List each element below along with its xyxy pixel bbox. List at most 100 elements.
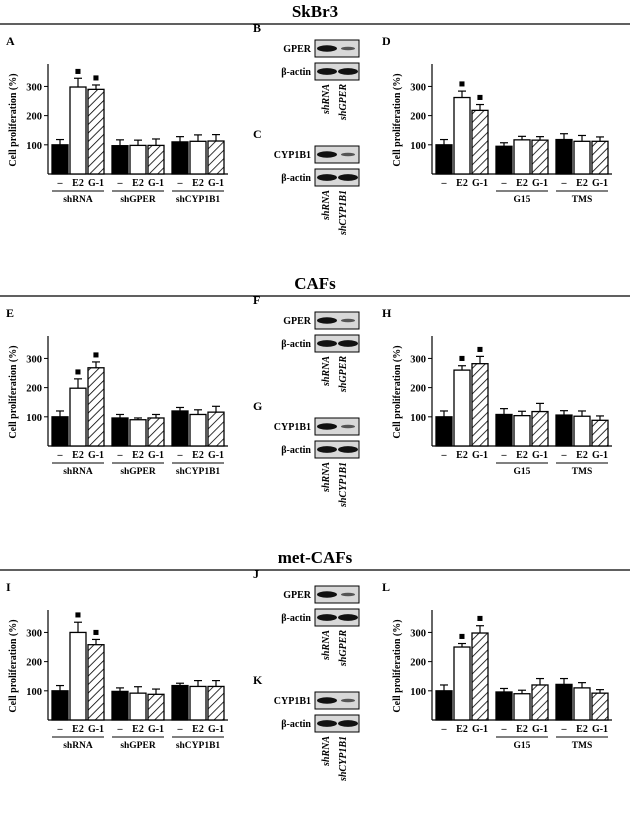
chart-E: 100 200 300 Cell proliferation (%) – ■ E2 ■ G-1 s… [8, 336, 228, 477]
blot-band [338, 446, 358, 453]
bar [189, 413, 207, 447]
category-label: – [441, 724, 448, 735]
bar [111, 145, 129, 175]
blot-protein-label: CYP1B1 [274, 422, 311, 433]
blot-band [338, 614, 358, 621]
blot-band [338, 720, 358, 727]
section-title: CAFs [294, 274, 336, 293]
y-tick-label: 300 [410, 82, 426, 93]
category-label: G-1 [592, 724, 608, 735]
category-label: G-1 [148, 178, 164, 189]
lane-label: shRNA [321, 630, 332, 661]
blot-band [317, 68, 337, 75]
category-label: G-1 [532, 724, 548, 735]
bar [435, 690, 453, 721]
blot-band [338, 174, 358, 181]
y-tick-label: 100 [410, 687, 426, 698]
group-label: shCYP1B1 [176, 467, 221, 477]
category-label: – [561, 724, 568, 735]
y-tick-label: 200 [410, 384, 426, 395]
section-title: met-CAFs [278, 548, 353, 567]
bar [435, 144, 453, 175]
group-label: shCYP1B1 [176, 741, 221, 751]
category-label: G-1 [148, 724, 164, 735]
category-label: E2 [456, 724, 468, 735]
bar [495, 691, 513, 721]
category-label: E2 [456, 178, 468, 189]
lane-label: shCYP1B1 [338, 736, 349, 782]
blot-band [341, 318, 355, 323]
lane-label: shGPER [338, 84, 349, 121]
panel-letter: A [6, 34, 15, 48]
y-tick-label: 300 [26, 354, 42, 365]
bar [69, 86, 87, 175]
blot-band [317, 720, 337, 727]
y-axis-label: Cell proliferation (%) [8, 345, 19, 438]
y-tick-label: 100 [410, 141, 426, 152]
category-label: – [117, 178, 124, 189]
chart-D: 100 200 300 Cell proliferation (%) – ■ E2 ■ G-1 –… [392, 64, 612, 205]
category-label: – [561, 178, 568, 189]
category-label: G-1 [532, 450, 548, 461]
bar [531, 410, 549, 447]
bar [207, 685, 225, 721]
category-label: G-1 [88, 724, 104, 735]
category-label: – [177, 724, 184, 735]
bar [531, 139, 549, 175]
group-label: TMS [572, 467, 593, 477]
bar [591, 419, 609, 447]
category-label: G-1 [592, 178, 608, 189]
significance-marker: ■ [93, 627, 99, 638]
blot-band [341, 46, 355, 51]
y-tick-label: 200 [410, 112, 426, 123]
y-tick-label: 300 [26, 82, 42, 93]
category-label: – [501, 450, 508, 461]
western-blot-gper: J GPER β-actin shRNA shGPER [253, 567, 360, 667]
bar [555, 414, 573, 447]
group-label: G15 [514, 741, 531, 751]
significance-marker: ■ [75, 66, 81, 77]
blot-band [341, 424, 355, 429]
blot-band [317, 174, 337, 181]
panel-letter: G [253, 399, 262, 413]
bar [573, 687, 591, 721]
panel-letter: C [253, 127, 262, 141]
bar [513, 693, 531, 721]
group-label: shCYP1B1 [176, 195, 221, 205]
y-tick-label: 100 [26, 413, 42, 424]
loading-control-label: β-actin [281, 613, 311, 624]
category-label: G-1 [208, 178, 224, 189]
bar [189, 685, 207, 721]
bar [111, 417, 129, 447]
lane-label: shRNA [321, 736, 332, 767]
category-label: E2 [132, 178, 144, 189]
group-label: G15 [514, 467, 531, 477]
significance-marker: ■ [93, 73, 99, 84]
blot-band [317, 317, 337, 324]
lane-label: shRNA [321, 356, 332, 387]
category-label: E2 [516, 450, 528, 461]
bar [69, 387, 87, 447]
category-label: – [57, 450, 64, 461]
group-label: shRNA [63, 741, 93, 751]
category-label: G-1 [472, 724, 488, 735]
bar [87, 367, 105, 447]
y-tick-label: 100 [26, 141, 42, 152]
lane-label: shRNA [321, 84, 332, 115]
significance-marker: ■ [477, 614, 483, 625]
chart-A: 100 200 300 Cell proliferation (%) – ■ E2 ■ G-1 s… [8, 64, 228, 205]
blot-band [317, 697, 337, 704]
category-label: E2 [192, 178, 204, 189]
lane-label: shCYP1B1 [338, 190, 349, 236]
group-label: G15 [514, 195, 531, 205]
y-tick-label: 200 [26, 658, 42, 669]
chart-L: 100 200 300 Cell proliferation (%) – ■ E2 ■ G-1 –… [392, 610, 612, 751]
category-label: E2 [132, 450, 144, 461]
bar [573, 415, 591, 447]
bar [555, 683, 573, 721]
bar [495, 413, 513, 447]
group-label: shRNA [63, 467, 93, 477]
blot-band [341, 592, 355, 597]
bar [69, 631, 87, 721]
y-tick-label: 300 [410, 354, 426, 365]
